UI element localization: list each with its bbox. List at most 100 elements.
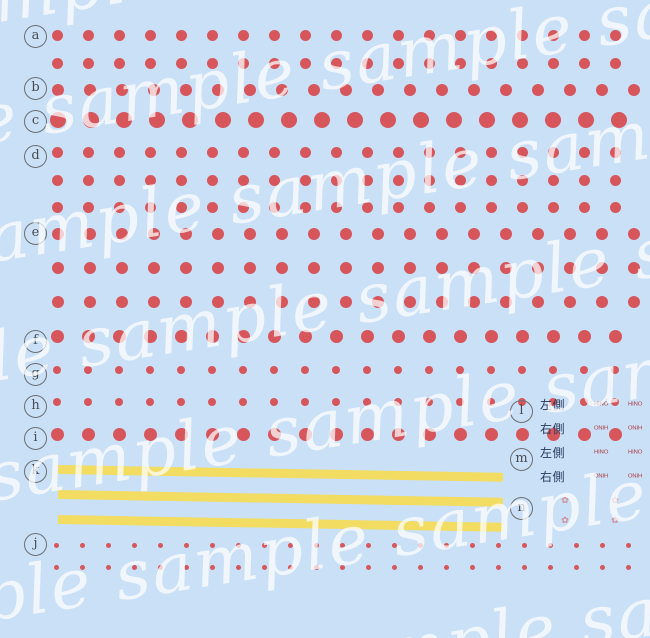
decal-dot xyxy=(424,147,435,158)
decal-dot xyxy=(113,330,126,343)
decal-dot xyxy=(331,58,342,69)
rosette-row: ✿ ✿ ✿ xyxy=(540,490,650,510)
decal-dot xyxy=(517,202,528,213)
decal-dot xyxy=(496,543,501,548)
decal-dot xyxy=(380,112,396,128)
decal-dot xyxy=(436,228,448,240)
decal-dot xyxy=(270,366,278,374)
decal-dot xyxy=(300,30,311,41)
decal-dot xyxy=(180,228,192,240)
decal-dot xyxy=(340,565,345,570)
dot-row xyxy=(52,262,640,274)
marking-row: 左側 HINO HINO xyxy=(540,440,650,464)
decal-dot xyxy=(314,112,330,128)
dot-row xyxy=(52,84,640,96)
decal-dot xyxy=(114,147,125,158)
decal-dot xyxy=(423,330,436,343)
decal-label-h: h xyxy=(24,395,47,418)
decal-dot xyxy=(363,398,371,406)
decal-dot xyxy=(83,112,99,128)
decal-dot xyxy=(580,398,588,406)
dot-row xyxy=(50,112,627,128)
decal-dot xyxy=(80,543,85,548)
decal-dot xyxy=(148,228,160,240)
decal-dot xyxy=(145,30,156,41)
marking-text: HINO xyxy=(593,401,609,407)
decal-dot xyxy=(455,30,466,41)
marking-row: 右側 ONIH ONIH xyxy=(540,416,650,440)
watermark-line: sample sample sample sample xyxy=(0,518,650,638)
decal-dot xyxy=(468,84,480,96)
rosette-icon: ✿ xyxy=(640,490,650,510)
decal-dot xyxy=(116,228,128,240)
decal-dot xyxy=(212,84,224,96)
decal-dot xyxy=(80,565,85,570)
marking-text: ONIH xyxy=(627,473,643,479)
decal-dot xyxy=(393,147,404,158)
decal-dot xyxy=(517,30,528,41)
decal-dot xyxy=(392,543,397,548)
decal-dot xyxy=(83,58,94,69)
decal-dot xyxy=(362,30,373,41)
decal-dot xyxy=(580,366,588,374)
decal-dot xyxy=(626,543,631,548)
decal-dot xyxy=(404,262,416,274)
decal-dot xyxy=(548,30,559,41)
decal-dot xyxy=(610,147,621,158)
decal-dot xyxy=(208,366,216,374)
decal-dot xyxy=(52,228,64,240)
decal-dot xyxy=(144,330,157,343)
marking-text: ONIH xyxy=(593,473,609,479)
decal-dot xyxy=(548,202,559,213)
decal-dot xyxy=(486,30,497,41)
decal-dot xyxy=(330,330,343,343)
decal-dot xyxy=(340,543,345,548)
decal-dot xyxy=(116,296,128,308)
decal-dot xyxy=(208,398,216,406)
decal-stripe xyxy=(57,515,504,532)
decal-dot xyxy=(308,84,320,96)
decal-dot xyxy=(269,202,280,213)
decal-dot xyxy=(210,543,215,548)
decal-label-i: i xyxy=(24,427,47,450)
decal-dot xyxy=(144,428,157,441)
marking-l: 左側 HINO HINO 右側 ONIH ONIH xyxy=(540,392,650,440)
decal-dot xyxy=(276,228,288,240)
decal-dot xyxy=(182,112,198,128)
dot-row xyxy=(52,175,621,186)
dot-row xyxy=(53,398,619,406)
decal-dot xyxy=(244,262,256,274)
decal-dot xyxy=(423,428,436,441)
decal-dot xyxy=(340,296,352,308)
decal-dot xyxy=(116,112,132,128)
decal-dot xyxy=(446,112,462,128)
decal-dot xyxy=(176,58,187,69)
decal-dot xyxy=(84,84,96,96)
decal-dot xyxy=(393,175,404,186)
decal-dot xyxy=(487,366,495,374)
rosette-icon: ✿ xyxy=(611,515,619,525)
decal-label-b: b xyxy=(24,77,47,100)
decal-dot xyxy=(83,147,94,158)
decal-dot xyxy=(436,84,448,96)
decal-dot xyxy=(269,175,280,186)
decal-dot xyxy=(52,147,63,158)
decal-dot xyxy=(578,112,594,128)
decal-dot xyxy=(366,565,371,570)
decal-dot xyxy=(158,565,163,570)
decal-dot xyxy=(392,330,405,343)
decal-dot xyxy=(424,202,435,213)
decal-dot xyxy=(512,112,528,128)
decal-dot xyxy=(610,58,621,69)
decal-dot xyxy=(413,112,429,128)
decal-label-m: m xyxy=(510,448,533,471)
decal-dot xyxy=(52,84,64,96)
decal-dot xyxy=(268,330,281,343)
decal-dot xyxy=(596,296,608,308)
decal-dot xyxy=(114,175,125,186)
decal-dot xyxy=(180,84,192,96)
decal-dot xyxy=(548,175,559,186)
decal-dot xyxy=(301,366,309,374)
decal-dot xyxy=(532,228,544,240)
decal-dot xyxy=(545,112,561,128)
